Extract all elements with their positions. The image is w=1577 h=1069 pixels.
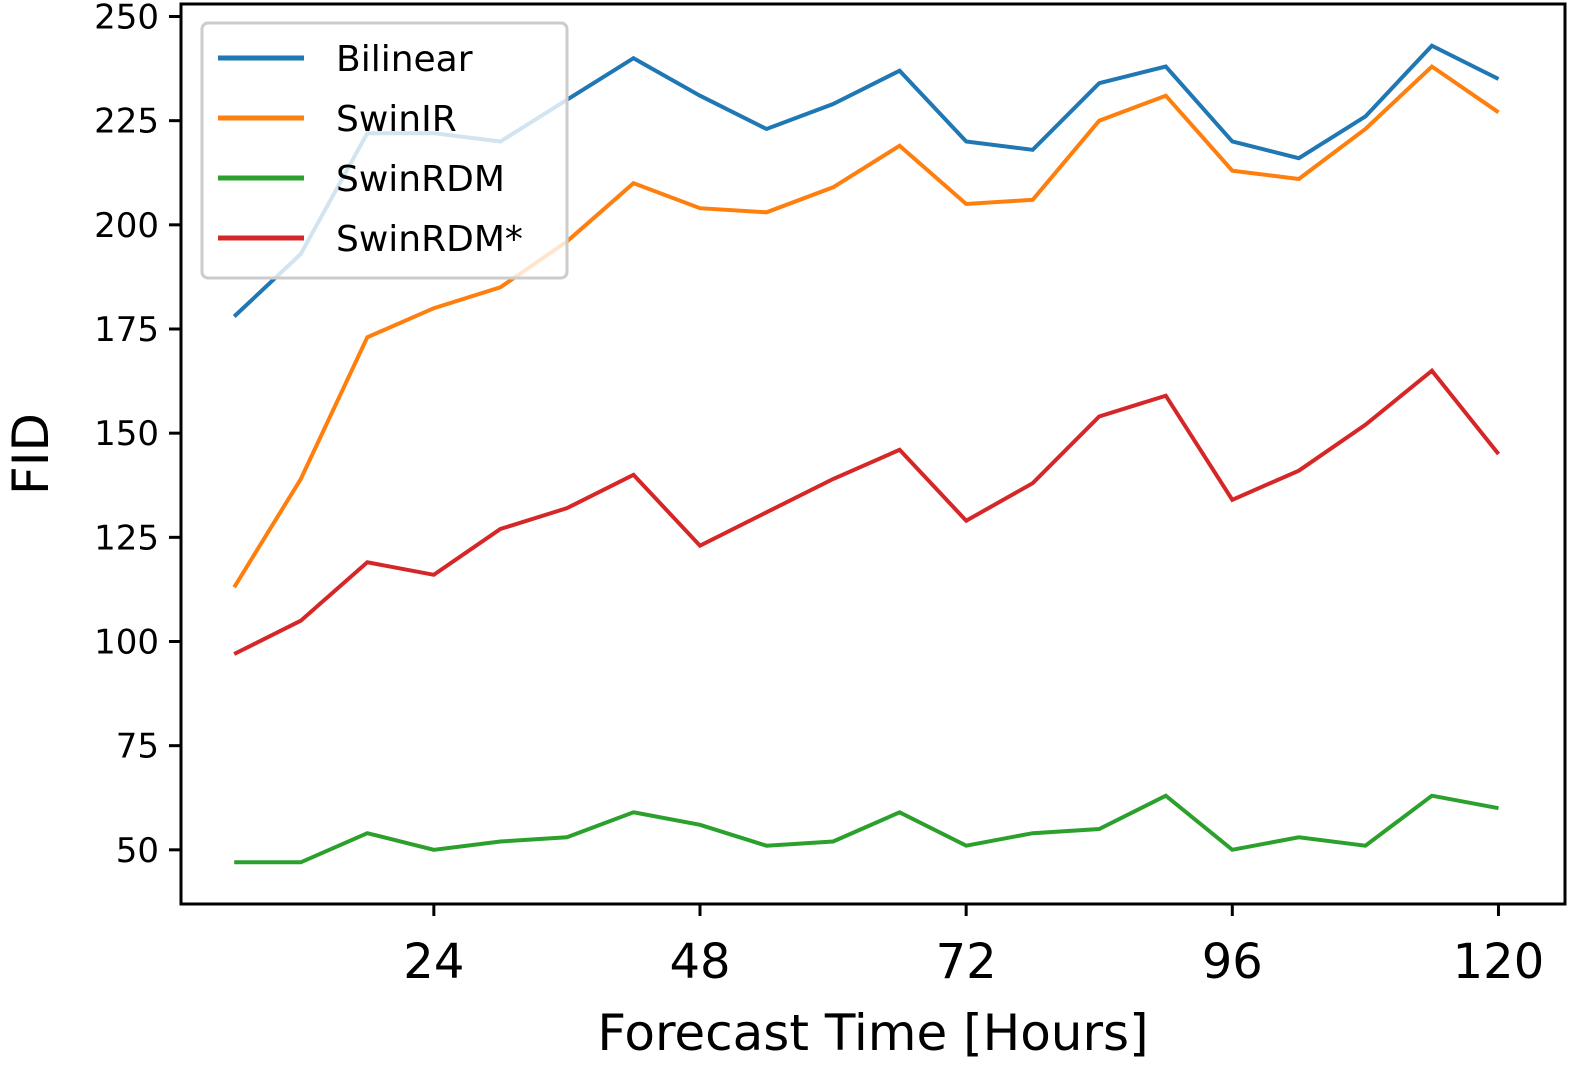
y-axis: 50 75 100 125 150 175 200 225 250 bbox=[94, 0, 181, 871]
series-lines bbox=[232, 43, 1501, 865]
plot-area-frame bbox=[179, 2, 1567, 906]
x-tick-label: 72 bbox=[936, 934, 997, 990]
y-tick-label: 175 bbox=[94, 310, 159, 350]
x-axis-title: Forecast Time [Hours] bbox=[597, 1004, 1148, 1062]
series-line-2 bbox=[232, 63, 1500, 589]
x-tick-label: 48 bbox=[669, 934, 730, 990]
y-tick-label: 200 bbox=[94, 206, 159, 246]
y-tick-label: 75 bbox=[116, 727, 159, 767]
legend-label: SwinRDM bbox=[336, 159, 505, 200]
legend-label: SwinRDM* bbox=[336, 219, 523, 260]
y-tick-label: 250 bbox=[94, 0, 159, 38]
y-tick-label: 150 bbox=[94, 414, 159, 454]
legend-label: SwinIR bbox=[336, 99, 457, 140]
x-axis: 24 48 72 96 120 bbox=[403, 904, 1544, 990]
series-line-3 bbox=[234, 793, 1499, 865]
legend-label: Bilinear bbox=[336, 39, 473, 80]
y-tick-label: 125 bbox=[94, 518, 159, 558]
y-tick-label: 50 bbox=[116, 831, 159, 871]
series-line-4 bbox=[233, 367, 1501, 656]
y-tick-label: 100 bbox=[94, 623, 159, 663]
x-tick-label: 120 bbox=[1453, 934, 1545, 990]
legend-box bbox=[200, 21, 569, 280]
x-tick-label: 96 bbox=[1202, 934, 1263, 990]
x-tick-label: 24 bbox=[403, 934, 464, 990]
legend: Bilinear SwinIR SwinRDM SwinRDM* bbox=[200, 21, 569, 280]
y-axis-title: FID bbox=[2, 413, 60, 495]
y-tick-label: 225 bbox=[94, 102, 159, 142]
